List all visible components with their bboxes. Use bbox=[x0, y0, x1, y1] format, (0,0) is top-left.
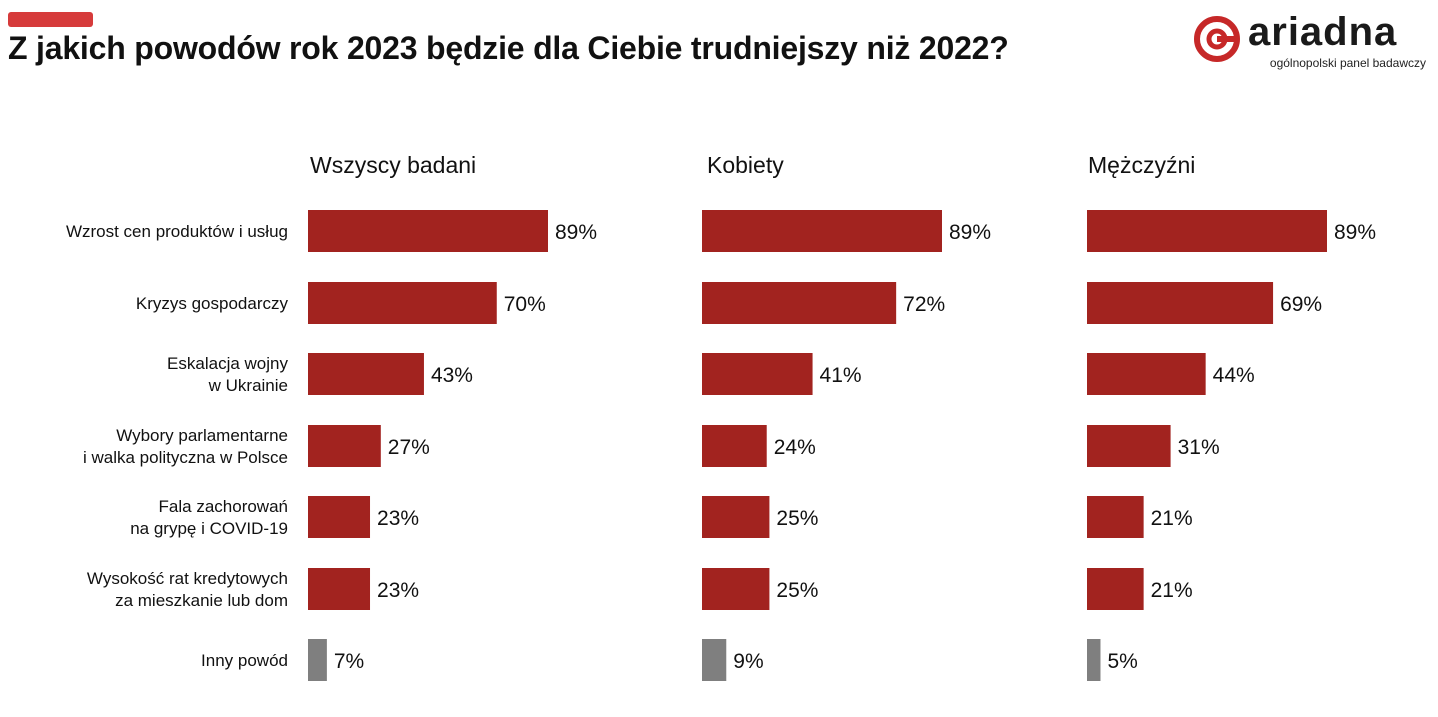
data-label: 31% bbox=[1178, 436, 1220, 459]
data-label: 72% bbox=[903, 293, 945, 316]
bar bbox=[308, 210, 548, 252]
category-label: Fala zachorowań na grypę i COVID-19 bbox=[130, 497, 288, 538]
category-label: Kryzys gospodarczy bbox=[136, 294, 289, 313]
bar bbox=[1087, 210, 1327, 252]
category-label: Wzrost cen produktów i usług bbox=[66, 222, 288, 241]
bar bbox=[308, 353, 424, 395]
bar bbox=[1087, 496, 1144, 538]
data-label: 21% bbox=[1151, 507, 1193, 530]
data-label: 25% bbox=[776, 579, 818, 602]
data-label: 25% bbox=[776, 507, 818, 530]
data-label: 43% bbox=[431, 364, 473, 387]
data-label: 5% bbox=[1107, 650, 1137, 673]
data-label: 24% bbox=[774, 436, 816, 459]
bar bbox=[702, 496, 770, 538]
data-label: 44% bbox=[1213, 364, 1255, 387]
panel-title: Mężczyźni bbox=[1088, 152, 1195, 178]
panel-title: Kobiety bbox=[707, 152, 784, 178]
bar bbox=[702, 210, 942, 252]
data-label: 27% bbox=[388, 436, 430, 459]
bar bbox=[702, 425, 767, 467]
category-label: Inny powód bbox=[201, 651, 288, 670]
bar bbox=[1087, 639, 1101, 681]
bar bbox=[308, 496, 371, 538]
bar bbox=[702, 568, 770, 610]
logo-subtitle: ogólnopolski panel badawczy bbox=[1269, 56, 1426, 70]
data-label: 89% bbox=[1334, 221, 1376, 244]
bar bbox=[308, 639, 327, 681]
data-label: 89% bbox=[949, 221, 991, 244]
data-label: 41% bbox=[820, 364, 862, 387]
ariadna-logo-icon bbox=[1194, 16, 1240, 62]
accent-bar bbox=[8, 12, 93, 27]
data-label: 69% bbox=[1280, 293, 1322, 316]
panel-title: Wszyscy badani bbox=[310, 152, 476, 178]
bar bbox=[308, 568, 371, 610]
category-label: Wysokość rat kredytowych za mieszkanie lu… bbox=[87, 569, 288, 610]
data-label: 9% bbox=[733, 650, 763, 673]
bar bbox=[1087, 568, 1144, 610]
bar bbox=[308, 282, 497, 324]
data-label: 23% bbox=[377, 507, 419, 530]
page-title: Z jakich powodów rok 2023 będzie dla Cie… bbox=[8, 30, 1009, 66]
data-label: 7% bbox=[334, 650, 364, 673]
category-label: Eskalacja wojny w Ukrainie bbox=[167, 354, 288, 395]
bar bbox=[702, 353, 813, 395]
bar bbox=[702, 639, 727, 681]
ariadna-logo: ariadna ogólnopolski panel badawczy bbox=[1192, 10, 1432, 74]
bar bbox=[1087, 425, 1171, 467]
category-label: Wybory parlamentarne i walka polityczna w… bbox=[83, 426, 288, 467]
bar bbox=[1087, 282, 1274, 324]
data-label: 23% bbox=[377, 579, 419, 602]
bar bbox=[308, 425, 381, 467]
data-label: 89% bbox=[555, 221, 597, 244]
bar bbox=[702, 282, 897, 324]
logo-wordmark: ariadna bbox=[1248, 10, 1398, 54]
data-label: 70% bbox=[504, 293, 546, 316]
data-label: 21% bbox=[1151, 579, 1193, 602]
bar bbox=[1087, 353, 1206, 395]
